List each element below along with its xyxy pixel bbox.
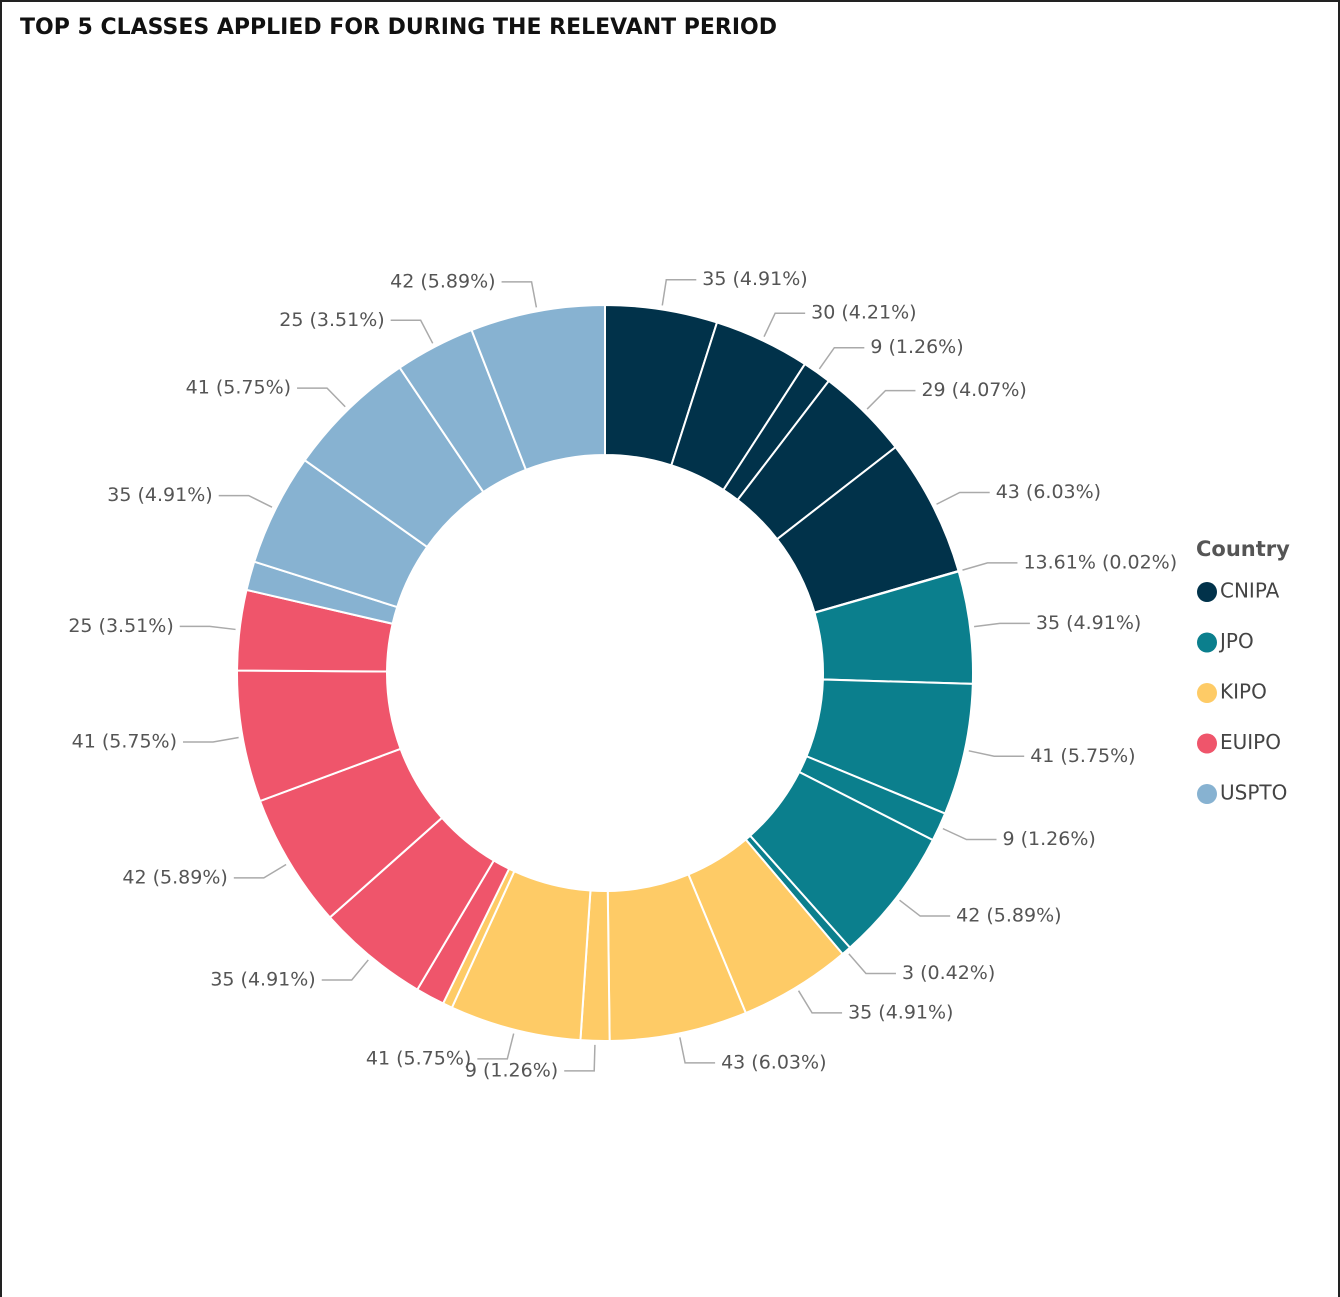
data-label: 25 (3.51%) [279,309,384,331]
data-label: 9 (1.26%) [465,1059,558,1081]
leader-line [866,389,916,410]
legend-marker [1197,582,1217,602]
leader-line [501,281,538,308]
leader-line [661,278,697,306]
legend-marker [1197,632,1217,653]
leader-line [763,312,806,338]
data-label: 35 (4.91%) [1036,612,1141,634]
leader-line [297,387,346,408]
data-label: 9 (1.26%) [1002,828,1095,850]
leader-line [321,959,369,981]
legend-title: Country [1196,537,1290,561]
data-label: 30 (4.21%) [811,302,916,324]
leader-line [942,827,997,841]
data-label: 42 (5.89%) [390,270,495,292]
legend-item: CNIPA [1220,579,1280,603]
leader-line [968,750,1025,758]
data-label: 35 (4.91%) [107,484,212,506]
data-label: 29 (4.07%) [921,379,1026,401]
data-label: 43 (6.03%) [996,481,1101,503]
leader-line [974,622,1030,628]
leader-line [179,625,236,631]
data-label: 35 (4.91%) [848,1001,953,1023]
legend-item: EUIPO [1220,730,1281,754]
legend-marker [1197,733,1217,754]
chart-title: TOP 5 CLASSES APPLIED FOR DURING THE REL… [20,15,777,40]
data-label: 35 (4.91%) [210,969,315,991]
donut-segment [470,303,606,472]
data-label: 41 (5.75%) [72,730,177,752]
data-label: 9 (1.26%) [870,336,963,358]
data-label: 13.61% (0.02%) [1023,551,1177,573]
legend-item: KIPO [1220,680,1267,704]
legend-item: USPTO [1220,781,1287,805]
leader-line [183,736,239,743]
leader-line [679,1037,716,1064]
leader-line [477,1033,515,1060]
data-label: 25 (3.51%) [68,615,173,637]
leader-line [848,953,896,975]
data-label: 41 (5.75%) [366,1047,471,1069]
leader-line [818,346,865,370]
data-label: 42 (5.89%) [122,866,227,888]
legend-marker [1197,784,1217,804]
leader-line [564,1044,596,1072]
leader-line [390,319,434,344]
leader-line [936,491,990,505]
data-label: 42 (5.89%) [956,905,1061,927]
legend-marker [1197,683,1217,703]
leader-line [797,990,843,1014]
data-label: 43 (6.03%) [721,1051,826,1073]
legend-item: JPO [1218,629,1254,653]
data-label: 41 (5.75%) [1030,745,1135,767]
leader-line [962,562,1018,571]
leader-line [899,899,951,917]
leader-line [218,494,273,508]
data-label: 35 (4.91%) [702,268,807,290]
data-label: 41 (5.75%) [186,377,291,399]
leader-line [233,863,287,879]
data-label: 3 (0.42%) [902,962,995,984]
